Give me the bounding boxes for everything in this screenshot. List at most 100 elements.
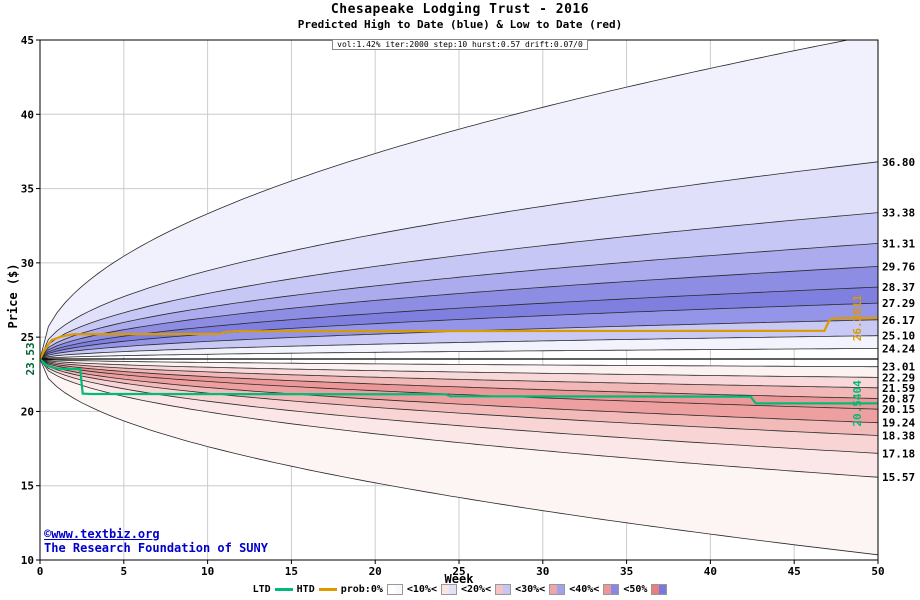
high-decile-line-3 bbox=[40, 302, 878, 360]
legend-prob-label-4: <40%< bbox=[569, 584, 600, 595]
chart-params: vol:1.42% iter:2000 step:10 hurst:0.57 d… bbox=[332, 39, 588, 50]
blue-band-8 bbox=[40, 40, 878, 359]
low-decile-line-4 bbox=[40, 358, 878, 410]
low-decile-line-3 bbox=[40, 358, 878, 399]
decile-value-label: 15.57 bbox=[882, 471, 915, 484]
high-decile-line-4 bbox=[40, 286, 878, 360]
red-band-8 bbox=[40, 359, 878, 555]
x-tick-label: 30 bbox=[536, 565, 549, 578]
high-decile-line-1 bbox=[40, 335, 878, 360]
blue-band-0 bbox=[40, 335, 878, 359]
decile-value-label: 29.76 bbox=[882, 260, 915, 273]
high-decile-line-5 bbox=[40, 266, 878, 360]
x-tick-label: 5 bbox=[120, 565, 127, 578]
ltd-line-swatch bbox=[274, 588, 293, 591]
x-tick-label: 20 bbox=[369, 565, 382, 578]
prob-swatch-2 bbox=[495, 584, 512, 595]
decile-value-label: 23.01 bbox=[882, 361, 915, 374]
decile-value-label: 20.15 bbox=[882, 403, 915, 416]
red-band-1 bbox=[40, 359, 878, 388]
htd-line bbox=[40, 317, 878, 360]
chart-header: Chesapeake Lodging Trust - 2016 Predicte… bbox=[0, 2, 920, 51]
chart-params-row: vol:1.42% iter:2000 step:10 hurst:0.57 d… bbox=[0, 32, 920, 51]
low-decile-line-1 bbox=[40, 358, 878, 378]
watermark-site-link[interactable]: ©www.textbiz.org bbox=[44, 527, 160, 541]
red-band-5 bbox=[40, 359, 878, 436]
decile-value-label: 22.29 bbox=[882, 371, 915, 384]
low-decile-line-8 bbox=[40, 358, 878, 478]
x-tick-label: 35 bbox=[620, 565, 633, 578]
axis-ticks: 0 5 10 15 20 25 30 35 40 45 50 10 15 20 25 30 35 40 45 bbox=[21, 34, 885, 578]
blue-band-5 bbox=[40, 243, 878, 359]
low-decile-line-9 bbox=[40, 358, 878, 556]
prob-swatch-0 bbox=[386, 584, 403, 595]
legend-ltd-label: LTD bbox=[252, 584, 271, 595]
y-tick-label: 45 bbox=[21, 34, 34, 47]
chart-legend: LTD HTD prob:0% <10%< <20%< <30%< <40%< <50% bbox=[0, 584, 920, 595]
blue-band-4 bbox=[40, 266, 878, 359]
x-axis-title: Week bbox=[444, 572, 474, 586]
legend-prob-label-0: prob:0% bbox=[340, 584, 383, 595]
watermark-org: The Research Foundation of SUNY bbox=[44, 541, 268, 555]
low-decile-line-0 bbox=[40, 358, 878, 368]
decile-value-label: 28.37 bbox=[882, 281, 915, 294]
y-tick-label: 10 bbox=[21, 554, 34, 567]
htd-final-label: 26.2811 bbox=[851, 295, 864, 342]
decile-value-label: 31.31 bbox=[882, 237, 915, 250]
y-tick-label: 25 bbox=[21, 331, 34, 344]
y-tick-label: 40 bbox=[21, 108, 34, 121]
red-band-0 bbox=[40, 359, 878, 378]
red-band-7 bbox=[40, 359, 878, 478]
blue-band-1 bbox=[40, 319, 878, 359]
x-tick-label: 25 bbox=[452, 565, 465, 578]
legend-prob-label-3: <30%< bbox=[515, 584, 546, 595]
high-decile-line-0 bbox=[40, 348, 878, 360]
legend-prob-label-5: <50% bbox=[623, 584, 648, 595]
legend-prob-label-2: <20%< bbox=[460, 584, 492, 595]
htd-line-swatch bbox=[318, 588, 337, 591]
prob-swatch-5 bbox=[651, 584, 668, 595]
decile-value-label: 20.87 bbox=[882, 393, 915, 406]
low-decile-line-5 bbox=[40, 358, 878, 424]
low-decile-line-7 bbox=[40, 358, 878, 454]
decile-value-label: 27.29 bbox=[882, 297, 915, 310]
decile-value-label: 24.24 bbox=[882, 342, 915, 355]
decile-value-label: 17.18 bbox=[882, 447, 915, 460]
chart-subtitle: Predicted High to Date (blue) & Low to D… bbox=[297, 18, 623, 31]
prob-swatch-4 bbox=[603, 584, 620, 595]
x-tick-label: 10 bbox=[201, 565, 214, 578]
legend-htd-label: HTD bbox=[296, 584, 315, 595]
low-decile-line-2 bbox=[40, 358, 878, 389]
high-decile-line-7 bbox=[40, 212, 878, 360]
red-band-6 bbox=[40, 359, 878, 454]
low-decile-line-6 bbox=[40, 358, 878, 436]
decile-value-label: 26.17 bbox=[882, 314, 915, 327]
red-band-2 bbox=[40, 359, 878, 399]
blue-band-6 bbox=[40, 212, 878, 359]
y-tick-label: 30 bbox=[21, 257, 34, 270]
x-tick-label: 0 bbox=[37, 565, 44, 578]
decile-lines bbox=[40, 40, 878, 556]
x-tick-label: 15 bbox=[285, 565, 298, 578]
y-axis-title: Price ($) bbox=[6, 263, 20, 329]
y-tick-label: 35 bbox=[21, 183, 34, 196]
x-tick-label: 40 bbox=[704, 565, 717, 578]
blue-band-7 bbox=[40, 161, 878, 359]
prob-swatch-3 bbox=[549, 584, 566, 595]
decile-value-label: 25.10 bbox=[882, 330, 915, 343]
decile-value-label: 19.24 bbox=[882, 417, 915, 430]
blue-band-3 bbox=[40, 287, 878, 359]
start-price-label: 23.53 bbox=[24, 342, 37, 375]
decile-value-label: 33.38 bbox=[882, 207, 915, 220]
legend-prob-label-1: <10%< bbox=[406, 584, 437, 595]
high-decile-line-9 bbox=[40, 40, 850, 360]
y-tick-label: 15 bbox=[21, 480, 34, 493]
decile-value-label: 36.80 bbox=[882, 156, 915, 169]
ltd-line bbox=[40, 358, 878, 405]
high-decile-line-6 bbox=[40, 243, 878, 360]
red-band-4 bbox=[40, 359, 878, 423]
high-decile-line-8 bbox=[40, 161, 878, 360]
